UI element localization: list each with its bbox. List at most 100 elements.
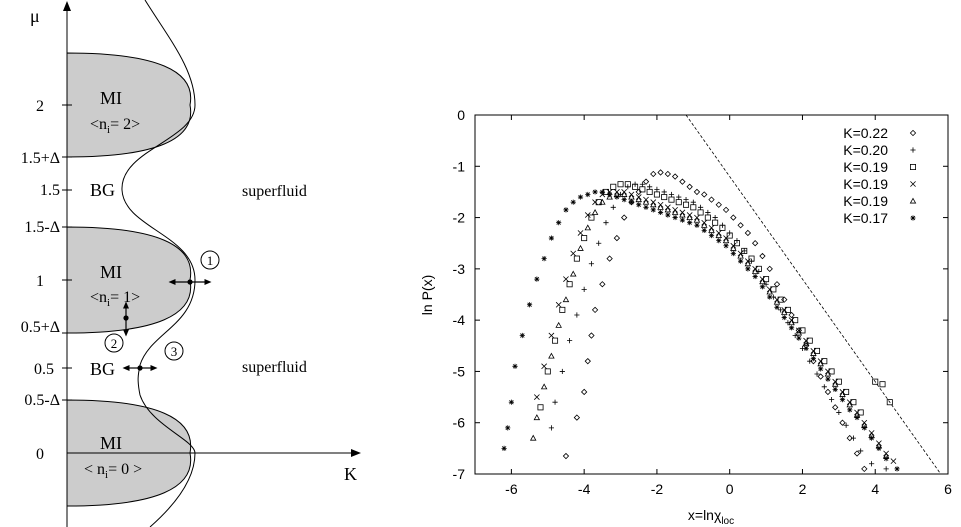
region-superfluid-lower: superfluid xyxy=(242,359,307,376)
data-point xyxy=(858,448,864,454)
data-point xyxy=(596,240,602,246)
data-point xyxy=(781,314,787,321)
legend-marker xyxy=(910,163,917,170)
transition-point-1 xyxy=(187,279,193,285)
data-point xyxy=(690,199,696,205)
mu-tick-marks xyxy=(62,104,72,401)
data-point xyxy=(802,339,810,346)
data-point xyxy=(850,435,856,441)
mu-tick-label: 1.5 xyxy=(40,182,60,199)
data-points xyxy=(501,169,900,473)
series-6 xyxy=(501,189,900,472)
data-point xyxy=(613,234,621,242)
data-point xyxy=(795,327,802,334)
legend-marker xyxy=(909,197,917,204)
data-point xyxy=(555,321,562,328)
data-point xyxy=(599,189,605,195)
data-point xyxy=(573,255,580,262)
data-point xyxy=(647,184,653,190)
data-point xyxy=(741,247,748,254)
data-point xyxy=(628,193,635,200)
data-point xyxy=(693,216,701,223)
data-point xyxy=(559,368,565,375)
data-point xyxy=(817,373,824,380)
data-point xyxy=(555,301,562,308)
data-point xyxy=(722,206,730,214)
lobe-1-title: MI xyxy=(100,262,122,282)
data-point xyxy=(665,212,671,218)
data-point xyxy=(687,220,693,226)
data-point xyxy=(821,358,828,365)
data-point xyxy=(591,306,599,314)
y-tick-label: -1 xyxy=(453,158,466,174)
data-point xyxy=(650,201,657,208)
marker-1-label: 1 xyxy=(207,253,214,268)
mu-tick-label: 1 xyxy=(36,273,44,290)
data-point xyxy=(544,368,551,375)
data-point xyxy=(584,212,591,218)
x-tick-label: 2 xyxy=(799,481,807,497)
reference-line xyxy=(685,114,942,475)
data-point xyxy=(628,199,635,206)
data-point xyxy=(529,434,537,441)
data-point xyxy=(617,191,624,198)
data-point xyxy=(799,327,806,334)
data-point xyxy=(730,244,737,251)
data-point xyxy=(683,201,690,208)
data-point xyxy=(563,276,569,282)
data-point xyxy=(580,388,588,396)
data-point xyxy=(780,309,788,315)
data-point xyxy=(821,384,827,390)
data-point xyxy=(701,191,708,198)
data-point xyxy=(733,240,740,247)
data-point xyxy=(533,414,541,421)
data-point xyxy=(872,378,879,385)
data-point xyxy=(606,255,613,262)
region-superfluid-upper: superfluid xyxy=(242,183,307,200)
legend: K=0.22K=0.20K=0.19K=0.19K=0.19K=0.17 xyxy=(843,125,917,226)
data-point xyxy=(548,235,555,241)
data-point xyxy=(810,350,817,356)
data-point xyxy=(890,458,897,465)
legend-label: K=0.19 xyxy=(843,159,888,175)
y-tick-label: -2 xyxy=(453,210,466,226)
data-point xyxy=(610,204,616,210)
data-point xyxy=(781,296,788,303)
y-tick-label: -6 xyxy=(453,415,466,431)
data-point xyxy=(675,199,682,206)
data-point xyxy=(642,178,650,185)
data-point xyxy=(646,188,653,195)
data-point xyxy=(810,356,816,362)
data-point xyxy=(581,235,588,242)
data-point xyxy=(668,191,675,198)
data-point xyxy=(519,332,525,339)
data-point xyxy=(868,461,875,467)
x-tick-label: 0 xyxy=(726,481,734,497)
data-point xyxy=(807,358,813,364)
legend-label: K=0.19 xyxy=(843,193,888,209)
data-point xyxy=(744,260,752,267)
data-point xyxy=(744,229,752,237)
data-point xyxy=(592,189,598,195)
data-point xyxy=(767,294,773,300)
data-point xyxy=(650,170,657,178)
y-tick-label: 0 xyxy=(457,107,465,123)
data-point xyxy=(777,296,784,303)
data-point xyxy=(850,399,857,406)
data-point xyxy=(584,224,592,231)
data-point xyxy=(540,383,548,390)
data-point xyxy=(894,466,900,472)
data-point xyxy=(559,306,566,313)
mu-tick-label: 2 xyxy=(36,98,44,115)
data-point xyxy=(664,170,672,178)
data-point xyxy=(883,466,889,472)
data-point xyxy=(716,238,722,244)
data-point xyxy=(512,363,518,369)
data-point xyxy=(599,281,606,288)
data-point xyxy=(814,347,821,354)
data-point xyxy=(708,226,715,233)
data-point xyxy=(672,214,678,221)
data-point xyxy=(533,394,540,400)
data-point xyxy=(726,232,733,239)
data-point xyxy=(639,181,645,187)
